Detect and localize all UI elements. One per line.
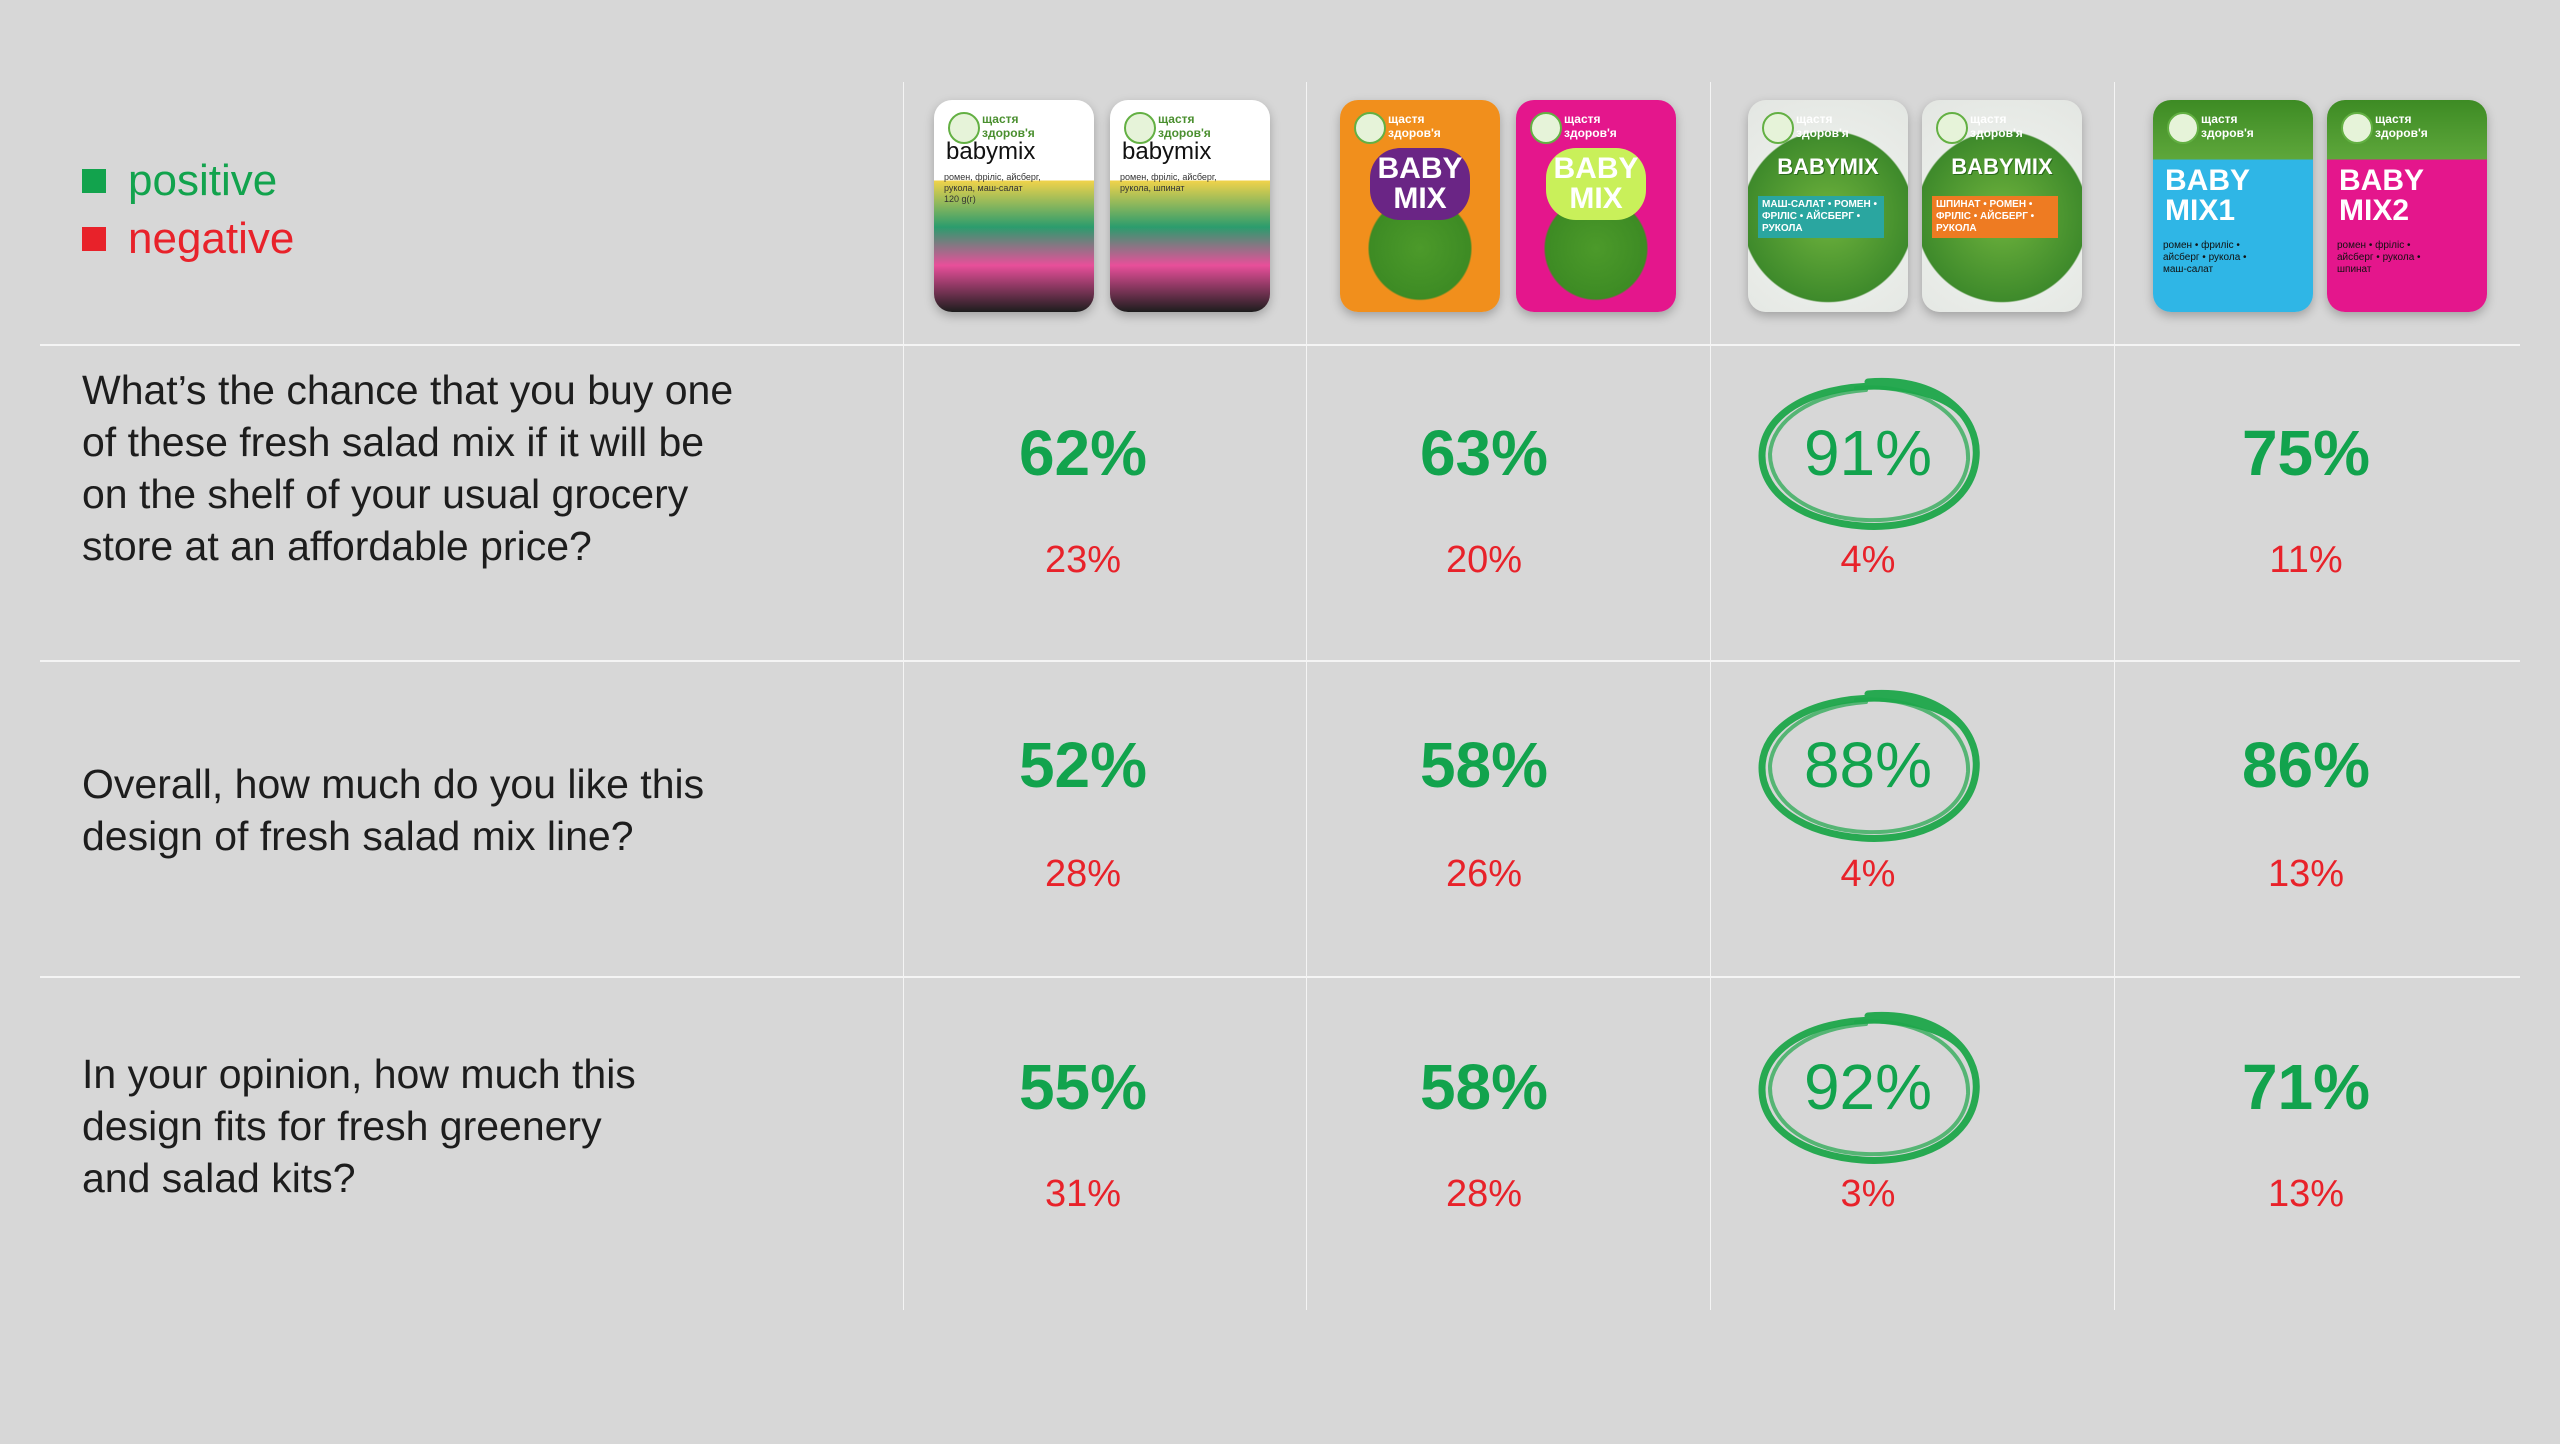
brand-logo-icon	[1936, 112, 1968, 144]
product-package: щастя здоров'я BABY MIX1 ромен • фриліс • …	[2153, 100, 2313, 312]
package-name: BABYMIX	[1951, 154, 2053, 179]
negative-value: 20%	[1445, 539, 1523, 581]
negative-value: 4%	[1840, 539, 1896, 581]
legend-negative: negative	[82, 210, 294, 268]
positive-value: 58%	[1419, 1051, 1549, 1123]
package-ingredients: ромен, фріліс, айсберг, рукола, маш-сала…	[944, 172, 1041, 204]
column-divider	[1306, 82, 1307, 1310]
brand-logo-icon	[1530, 112, 1562, 144]
brand-logo-icon	[1354, 112, 1386, 144]
product-package: щастя здоров'я BABYMIX МАШ-САЛАТ • РОМЕН •…	[1748, 100, 1908, 312]
row-divider	[40, 344, 2520, 346]
positive-value: 86%	[2241, 729, 2371, 801]
positive-swatch	[82, 169, 106, 193]
package-name: babymix	[1122, 138, 1212, 165]
package-brand: щастя здоров'я	[2201, 112, 2254, 140]
negative-value: 13%	[2267, 1173, 2345, 1215]
positive-value: 62%	[1018, 417, 1148, 489]
negative-value: 28%	[1044, 853, 1122, 895]
negative-value: 28%	[1445, 1173, 1523, 1215]
positive-value: 75%	[2241, 417, 2371, 489]
package-ingredients: ромен • фриліс • айсберг • рукола • маш-…	[2163, 240, 2247, 275]
positive-value: 55%	[1018, 1051, 1148, 1123]
column-divider	[1710, 82, 1711, 1310]
package-brand: щастя здоров'я	[1388, 112, 1441, 140]
positive-value: 88%	[1803, 729, 1933, 801]
package-brand: щастя здоров'я	[1158, 112, 1211, 140]
column-divider	[2114, 82, 2115, 1310]
negative-swatch	[82, 227, 106, 251]
highlight-stroke	[1767, 1019, 1971, 1157]
package-brand: щастя здоров'я	[982, 112, 1035, 140]
highlight-circle	[1758, 689, 1980, 842]
negative-value: 3%	[1840, 1173, 1896, 1215]
product-package: щастя здоров'я BABY MIX	[1340, 100, 1500, 312]
product-package: щастя здоров'я babymix ромен, фріліс, айсб…	[1110, 100, 1270, 312]
legend-positive-label: positive	[128, 156, 278, 205]
product-package: щастя здоров'я BABY MIX2 ромен • фріліс • …	[2327, 100, 2487, 312]
package-name: BABYMIX	[1777, 154, 1879, 179]
brand-logo-icon	[1124, 112, 1156, 144]
negative-value: 11%	[2269, 539, 2343, 581]
row-divider	[40, 660, 2520, 662]
legend-negative-label: negative	[128, 214, 295, 263]
negative-value: 4%	[1840, 853, 1896, 895]
highlight-stroke	[1767, 697, 1971, 835]
positive-value: 92%	[1803, 1051, 1933, 1123]
question-label: What’s the chance that you buy one of th…	[82, 367, 734, 569]
question-text: What’s the chance that you buy one of th…	[82, 344, 882, 624]
question-label: In your opinion, how much this design fi…	[82, 1051, 636, 1201]
question-text: Overall, how much do you like this desig…	[82, 660, 882, 960]
product-package: щастя здоров'я BABY MIX	[1516, 100, 1676, 312]
highlight-stroke	[1758, 377, 1980, 530]
package-name: BABY MIX	[1546, 148, 1646, 220]
negative-value: 31%	[1044, 1173, 1122, 1215]
package-brand: щастя здоров'я	[1796, 112, 1849, 140]
product-package: щастя здоров'я babymix ромен, фріліс, айсб…	[934, 100, 1094, 312]
legend: positive negative	[82, 152, 294, 268]
highlight-stroke	[1758, 1011, 1980, 1164]
negative-value: 13%	[2267, 853, 2345, 895]
positive-value: 52%	[1018, 729, 1148, 801]
brand-logo-icon	[2167, 112, 2199, 144]
negative-value: 26%	[1445, 853, 1523, 895]
question-label: Overall, how much do you like this desig…	[82, 761, 705, 859]
positive-value: 58%	[1419, 729, 1549, 801]
question-text: In your opinion, how much this design fi…	[82, 976, 882, 1276]
brand-logo-icon	[2341, 112, 2373, 144]
package-ingredients: МАШ-САЛАТ • РОМЕН • ФРІЛІС • АЙСБЕРГ • Р…	[1758, 196, 1884, 238]
package-brand: щастя здоров'я	[1970, 112, 2023, 140]
highlight-circle	[1758, 377, 1980, 530]
brand-logo-icon	[1762, 112, 1794, 144]
brand-logo-icon	[948, 112, 980, 144]
column-divider	[903, 82, 904, 1310]
highlight-circle	[1758, 1011, 1980, 1164]
negative-value: 23%	[1044, 539, 1122, 581]
highlight-stroke	[1758, 689, 1980, 842]
row-divider	[40, 976, 2520, 978]
package-name: babymix	[946, 138, 1036, 165]
positive-value: 91%	[1803, 417, 1933, 489]
highlight-stroke	[1767, 385, 1971, 523]
package-name: BABY MIX1	[2165, 164, 2251, 227]
package-ingredients: ромен • фріліс • айсберг • рукола • шпин…	[2337, 240, 2421, 275]
package-brand: щастя здоров'я	[2375, 112, 2428, 140]
positive-value: 63%	[1419, 417, 1549, 489]
package-name: BABY MIX	[1370, 148, 1470, 220]
package-name: BABY MIX2	[2339, 164, 2425, 227]
package-brand: щастя здоров'я	[1564, 112, 1617, 140]
package-ingredients: ШПИНАТ • РОМЕН • ФРІЛІС • АЙСБЕРГ • РУКО…	[1932, 196, 2058, 238]
package-ingredients: ромен, фріліс, айсберг, рукола, шпинат	[1120, 172, 1217, 193]
product-package: щастя здоров'я BABYMIX ШПИНАТ • РОМЕН • ФР…	[1922, 100, 2082, 312]
legend-positive: positive	[82, 152, 294, 210]
positive-value: 71%	[2241, 1051, 2371, 1123]
